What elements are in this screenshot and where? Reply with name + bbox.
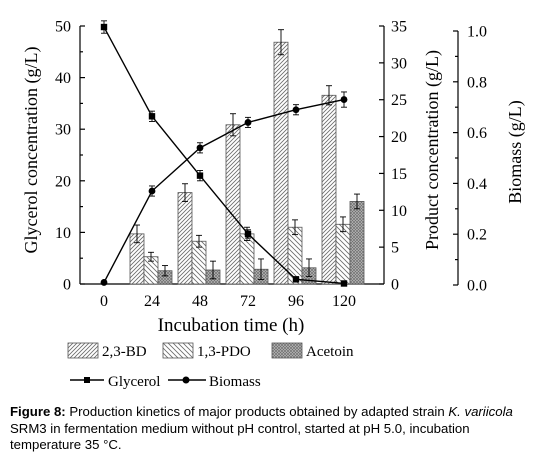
glycerol-point [340,280,348,287]
bar-1-3-pdo [191,240,207,285]
bar-2-3-bd [177,192,193,285]
biomass-y-tick-label: 0.4 [467,176,487,193]
left-y-axis-title: Glycerol concentration (g/L) [21,47,42,254]
biomass-y-axis-title: Biomass (g/L) [505,100,526,204]
legend-label-biomass: Biomass [209,374,261,390]
left-y-tick-label: 30 [55,122,71,139]
x-tick-label: 96 [288,293,304,310]
legend-marker-biomass [182,376,190,384]
product-y-tick-label: 0 [391,277,399,294]
biomass-line [103,98,345,283]
glycerol-point [148,113,156,120]
bar-1-3-pdo [287,226,303,285]
biomass-y-tick-label: 0.8 [467,74,487,91]
glycerol-point [244,230,252,238]
biomass-point [148,187,156,195]
biomass-y-tick-label: 0.6 [467,125,487,142]
caption-label: Figure 8: [10,404,66,419]
caption-species: K. variicola [448,404,513,419]
bar-2-3-bd [321,94,337,285]
glycerol-line [103,26,345,285]
legend-marker-glycerol [84,377,90,383]
biomass-y-tick-label: 0.0 [467,278,487,295]
biomass-y-tick-label: 1.0 [467,24,487,41]
bar-2-3-bd [273,41,289,285]
line-series-group [100,20,348,287]
bar-acetoin [349,201,365,285]
x-tick-label: 120 [332,293,356,310]
legend-label-2-3-bd: 2,3-BD [102,344,147,360]
x-axis-title: Incubation time (h) [158,315,305,336]
biomass-point [292,106,300,114]
bar-1-3-pdo [239,233,255,285]
left-y-tick-label: 10 [55,225,71,242]
legend-swatch-1-3-pdo [162,342,194,359]
glycerol-point [292,276,300,283]
product-y-tick-label: 5 [391,240,399,257]
left-y-tick-label: 0 [63,277,71,294]
bar-2-3-bd [225,124,241,285]
caption-text-before: Production kinetics of major products ob… [69,404,449,419]
x-tick-label: 72 [240,293,256,310]
left-y-tick-label: 50 [55,19,71,36]
product-y-tick-label: 25 [391,92,407,109]
legend-label-1-3-pdo: 1,3-PDO [197,344,251,360]
biomass-point [340,96,348,103]
product-y-axis-title: Product concentration (g/L) [422,50,443,250]
biomass-point [196,144,204,152]
glycerol-point [196,172,204,179]
left-y-tick-label: 20 [55,173,71,190]
x-tick-label: 0 [100,293,108,310]
x-tick-label: 24 [144,293,160,310]
product-y-tick-label: 10 [391,203,407,220]
product-y-tick-label: 20 [391,129,407,146]
legend-swatch-acetoin [271,342,303,359]
legend-swatch-2-3-bd [67,342,99,359]
figure-caption: Figure 8: Production kinetics of major p… [10,404,530,454]
product-y-tick-label: 15 [391,166,407,183]
x-tick-label: 48 [192,293,208,310]
bar-1-3-pdo [335,223,351,285]
biomass-point [100,279,108,286]
biomass-point [244,119,252,126]
legend-label-glycerol: Glycerol [108,374,160,390]
left-y-tick-label: 40 [55,70,71,87]
bar-series-group [129,29,365,285]
legend-label-acetoin: Acetoin [306,344,354,360]
product-y-tick-label: 30 [391,55,407,72]
biomass-y-tick-label: 0.2 [467,227,487,244]
product-y-tick-label: 35 [391,19,407,36]
tick-labels: 0 24 48 72 96 120 0 10 20 30 40 50 0 5 10 15 20 25 30 35 0.0… [55,19,487,311]
glycerol-point [100,23,108,31]
caption-text-after: SRM3 in fermentation medium without pH c… [10,420,470,453]
legend: 2,3-BD 1,3-PDO Acetoin Glycerol Biomass [67,342,354,390]
